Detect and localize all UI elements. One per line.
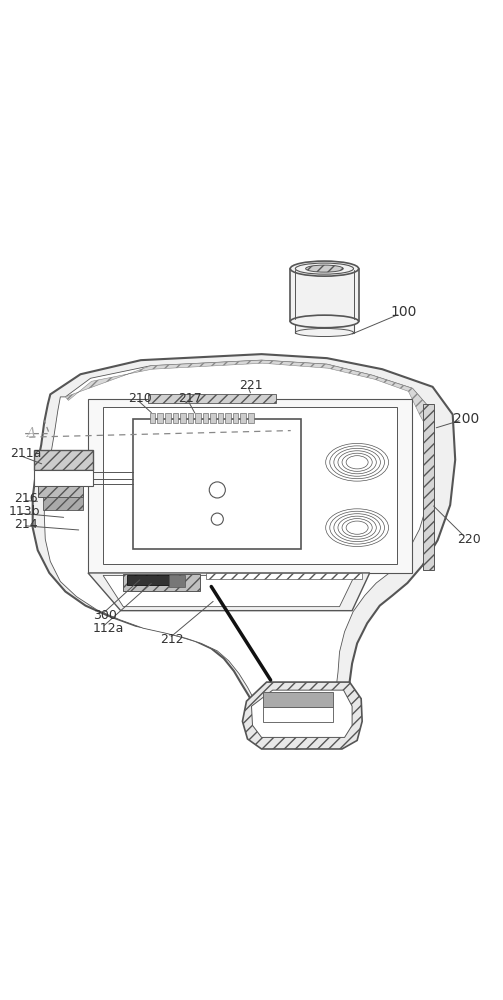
Text: 112a: 112a [93, 622, 124, 635]
Text: 220: 220 [457, 533, 480, 546]
Polygon shape [295, 321, 354, 333]
Polygon shape [218, 413, 223, 423]
Text: 113b: 113b [9, 505, 41, 518]
Polygon shape [206, 573, 362, 579]
Polygon shape [148, 394, 276, 403]
Polygon shape [252, 690, 352, 737]
Text: 216: 216 [14, 492, 38, 505]
Polygon shape [133, 419, 301, 549]
Polygon shape [423, 404, 434, 570]
Polygon shape [290, 269, 359, 321]
Polygon shape [33, 354, 455, 748]
Polygon shape [65, 360, 434, 440]
Circle shape [211, 513, 223, 525]
Polygon shape [150, 413, 155, 423]
Text: 210: 210 [128, 392, 152, 405]
Polygon shape [88, 399, 412, 573]
Polygon shape [88, 573, 370, 611]
Polygon shape [34, 450, 93, 470]
Text: 217: 217 [179, 392, 202, 405]
Polygon shape [210, 413, 216, 423]
Polygon shape [173, 413, 178, 423]
Text: A: A [27, 427, 36, 440]
Polygon shape [233, 413, 238, 423]
Ellipse shape [295, 328, 354, 337]
Polygon shape [263, 692, 333, 707]
Polygon shape [188, 413, 193, 423]
Ellipse shape [306, 265, 343, 272]
Polygon shape [43, 497, 83, 510]
Polygon shape [38, 486, 83, 497]
Polygon shape [44, 360, 434, 742]
Polygon shape [203, 413, 208, 423]
Ellipse shape [290, 261, 359, 276]
Polygon shape [169, 575, 185, 587]
Polygon shape [180, 413, 186, 423]
Polygon shape [263, 707, 333, 722]
Polygon shape [157, 413, 163, 423]
Ellipse shape [295, 263, 354, 274]
Polygon shape [103, 575, 355, 607]
Text: 221: 221 [239, 379, 263, 392]
Text: 300: 300 [93, 609, 117, 622]
Text: 214: 214 [14, 518, 38, 531]
Polygon shape [34, 470, 93, 486]
Text: 212: 212 [160, 633, 184, 646]
Polygon shape [165, 413, 171, 423]
Polygon shape [240, 413, 246, 423]
Text: 211a: 211a [10, 447, 41, 460]
Text: 100: 100 [391, 305, 417, 319]
Circle shape [209, 482, 225, 498]
Polygon shape [103, 407, 397, 564]
Polygon shape [242, 682, 362, 749]
Polygon shape [123, 574, 200, 591]
Polygon shape [248, 413, 254, 423]
Text: 200: 200 [453, 412, 479, 426]
Ellipse shape [290, 315, 359, 328]
Polygon shape [225, 413, 231, 423]
Polygon shape [195, 413, 201, 423]
Polygon shape [127, 575, 169, 585]
